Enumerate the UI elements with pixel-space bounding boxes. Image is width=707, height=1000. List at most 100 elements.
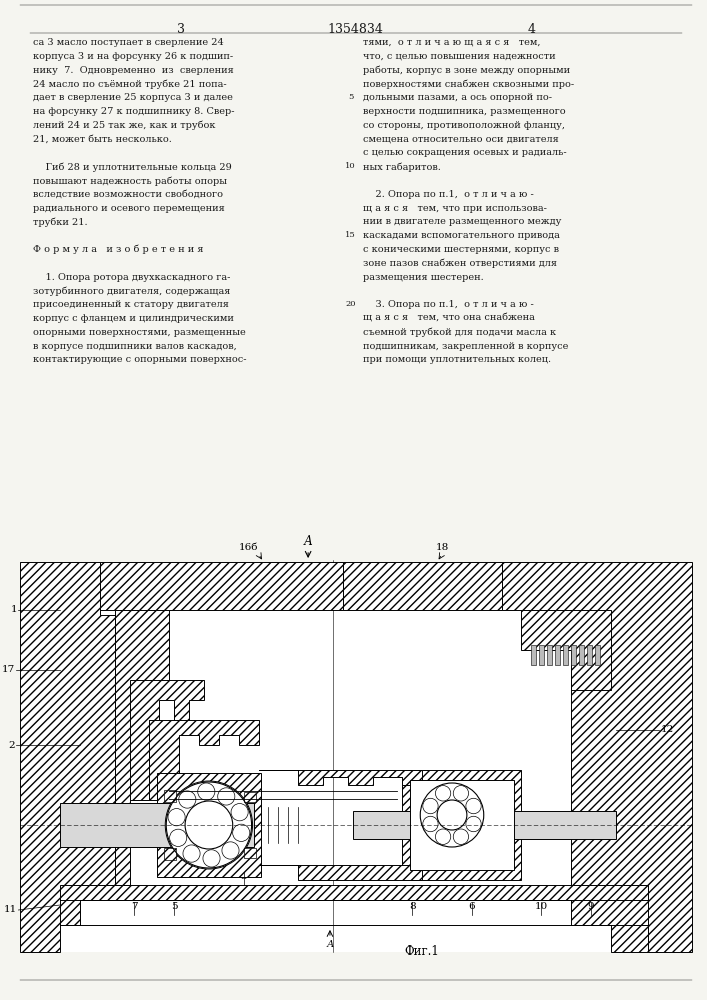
Text: трубки 21.: трубки 21. xyxy=(33,217,88,227)
Text: нику  7.  Одновременно  из  сверления: нику 7. Одновременно из сверления xyxy=(33,66,234,75)
Text: 1354834: 1354834 xyxy=(328,23,384,36)
Text: А: А xyxy=(326,940,334,949)
Polygon shape xyxy=(343,562,501,610)
Circle shape xyxy=(222,842,239,859)
Text: радиального и осевого перемещения: радиального и осевого перемещения xyxy=(33,204,225,213)
Polygon shape xyxy=(100,562,343,610)
Text: Гиб 28 и уплотнительные кольца 29: Гиб 28 и уплотнительные кольца 29 xyxy=(33,162,232,172)
Text: 24 масло по съёмной трубке 21 попа-: 24 масло по съёмной трубке 21 попа- xyxy=(33,79,227,89)
Circle shape xyxy=(218,788,235,805)
Text: 4: 4 xyxy=(527,23,535,36)
Text: размещения шестерен.: размещения шестерен. xyxy=(363,273,484,282)
Text: вследствие возможности свободного: вследствие возможности свободного xyxy=(33,190,223,199)
Text: 6: 6 xyxy=(469,902,475,911)
Text: опорными поверхностями, размещенные: опорными поверхностями, размещенные xyxy=(33,328,246,337)
Text: 2. Опора по п.1,  о т л и ч а ю -: 2. Опора по п.1, о т л и ч а ю - xyxy=(363,190,534,199)
Circle shape xyxy=(231,804,248,821)
Polygon shape xyxy=(115,610,169,885)
Text: смещена относительно оси двигателя: смещена относительно оси двигателя xyxy=(363,135,559,144)
Text: щ а я с я   тем, что она снабжена: щ а я с я тем, что она снабжена xyxy=(363,314,534,323)
Text: подшипникам, закрепленной в корпусе: подшипникам, закрепленной в корпусе xyxy=(363,342,568,351)
Text: 2: 2 xyxy=(8,740,16,750)
Text: 21, может быть несколько.: 21, может быть несколько. xyxy=(33,135,173,144)
Text: верхности подшипника, размещенного: верхности подшипника, размещенного xyxy=(363,107,566,116)
Polygon shape xyxy=(353,811,616,839)
Circle shape xyxy=(183,845,200,862)
Text: 18: 18 xyxy=(436,543,449,552)
Text: зотурбинного двигателя, содержащая: зотурбинного двигателя, содержащая xyxy=(33,286,230,296)
Text: повышают надежность работы опоры: повышают надежность работы опоры xyxy=(33,176,227,186)
Text: 3. Опора по п.1,  о т л и ч а ю -: 3. Опора по п.1, о т л и ч а ю - xyxy=(363,300,534,309)
Text: 11: 11 xyxy=(4,906,18,914)
Text: каскадами вспомогательного привода: каскадами вспомогательного привода xyxy=(363,231,559,240)
Text: в корпусе подшипники валов каскадов,: в корпусе подшипники валов каскадов, xyxy=(33,342,237,351)
Polygon shape xyxy=(259,770,422,785)
Circle shape xyxy=(423,816,438,832)
Circle shape xyxy=(179,791,196,808)
Polygon shape xyxy=(149,720,259,800)
Polygon shape xyxy=(60,803,254,847)
Text: Фиг.1: Фиг.1 xyxy=(405,945,440,958)
Polygon shape xyxy=(402,770,522,880)
Polygon shape xyxy=(164,848,176,860)
Text: зоне пазов снабжен отверстиями для: зоне пазов снабжен отверстиями для xyxy=(363,259,556,268)
Text: с целью сокращения осевых и радиаль-: с целью сокращения осевых и радиаль- xyxy=(363,148,566,157)
Text: 5: 5 xyxy=(348,93,354,101)
Polygon shape xyxy=(158,773,260,877)
Text: 15: 15 xyxy=(346,231,356,239)
Polygon shape xyxy=(129,680,204,800)
Circle shape xyxy=(466,798,481,814)
Polygon shape xyxy=(259,865,422,880)
Bar xyxy=(555,645,560,665)
Circle shape xyxy=(170,829,187,846)
Text: 20: 20 xyxy=(346,300,356,308)
Text: тями,  о т л и ч а ю щ а я с я   тем,: тями, о т л и ч а ю щ а я с я тем, xyxy=(363,38,540,47)
Text: ных габаритов.: ных габаритов. xyxy=(363,162,440,172)
Text: со стороны, противоположной фланцу,: со стороны, противоположной фланцу, xyxy=(363,121,565,130)
Circle shape xyxy=(165,781,252,869)
Text: присоединенный к статору двигателя: присоединенный к статору двигателя xyxy=(33,300,229,309)
Bar xyxy=(532,645,537,665)
Text: лений 24 и 25 так же, как и трубок: лений 24 и 25 так же, как и трубок xyxy=(33,121,216,130)
Circle shape xyxy=(203,850,220,867)
Bar xyxy=(579,645,584,665)
Text: поверхностями снабжен сквозными про-: поверхностями снабжен сквозными про- xyxy=(363,79,574,89)
Circle shape xyxy=(233,824,250,841)
Text: что, с целью повышения надежности: что, с целью повышения надежности xyxy=(363,52,555,61)
Text: 7: 7 xyxy=(132,902,138,911)
Circle shape xyxy=(436,829,451,844)
Bar xyxy=(21,562,692,952)
Circle shape xyxy=(436,786,451,801)
Polygon shape xyxy=(501,562,692,952)
Text: 9: 9 xyxy=(588,902,594,911)
Text: А: А xyxy=(304,535,312,548)
Bar xyxy=(539,645,544,665)
Bar xyxy=(571,645,576,665)
Text: 10: 10 xyxy=(534,902,548,911)
Text: работы, корпус в зоне между опорными: работы, корпус в зоне между опорными xyxy=(363,66,570,75)
Text: на форсунку 27 к подшипнику 8. Свер-: на форсунку 27 к подшипнику 8. Свер- xyxy=(33,107,235,116)
Text: с коническими шестернями, корпус в: с коническими шестернями, корпус в xyxy=(363,245,559,254)
Text: нии в двигателе размещенного между: нии в двигателе размещенного между xyxy=(363,217,561,226)
Polygon shape xyxy=(522,610,611,690)
Bar xyxy=(595,645,600,665)
Text: 3: 3 xyxy=(177,23,185,36)
Circle shape xyxy=(423,798,438,814)
Text: 5: 5 xyxy=(171,902,177,911)
Text: 16б: 16б xyxy=(239,543,258,552)
Text: са 3 масло поступает в сверление 24: са 3 масло поступает в сверление 24 xyxy=(33,38,224,47)
Text: 3: 3 xyxy=(240,872,247,881)
Text: корпуса 3 и на форсунку 26 к подшип-: корпуса 3 и на форсунку 26 к подшип- xyxy=(33,52,233,61)
Circle shape xyxy=(453,829,469,844)
Text: контактирующие с опорными поверхнос-: контактирующие с опорными поверхнос- xyxy=(33,355,247,364)
Text: корпус с фланцем и цилиндрическими: корпус с фланцем и цилиндрическими xyxy=(33,314,234,323)
Text: съемной трубкой для подачи масла к: съемной трубкой для подачи масла к xyxy=(363,328,556,337)
Text: дольными пазами, а ось опорной по-: дольными пазами, а ось опорной по- xyxy=(363,93,551,102)
Text: 17: 17 xyxy=(2,666,16,674)
Text: Ф о р м у л а   и з о б р е т е н и я: Ф о р м у л а и з о б р е т е н и я xyxy=(33,245,204,254)
Polygon shape xyxy=(60,885,648,952)
Polygon shape xyxy=(21,562,115,952)
Circle shape xyxy=(466,816,481,832)
Text: при помощи уплотнительных колец.: при помощи уплотнительных колец. xyxy=(363,355,551,364)
Circle shape xyxy=(453,786,469,801)
